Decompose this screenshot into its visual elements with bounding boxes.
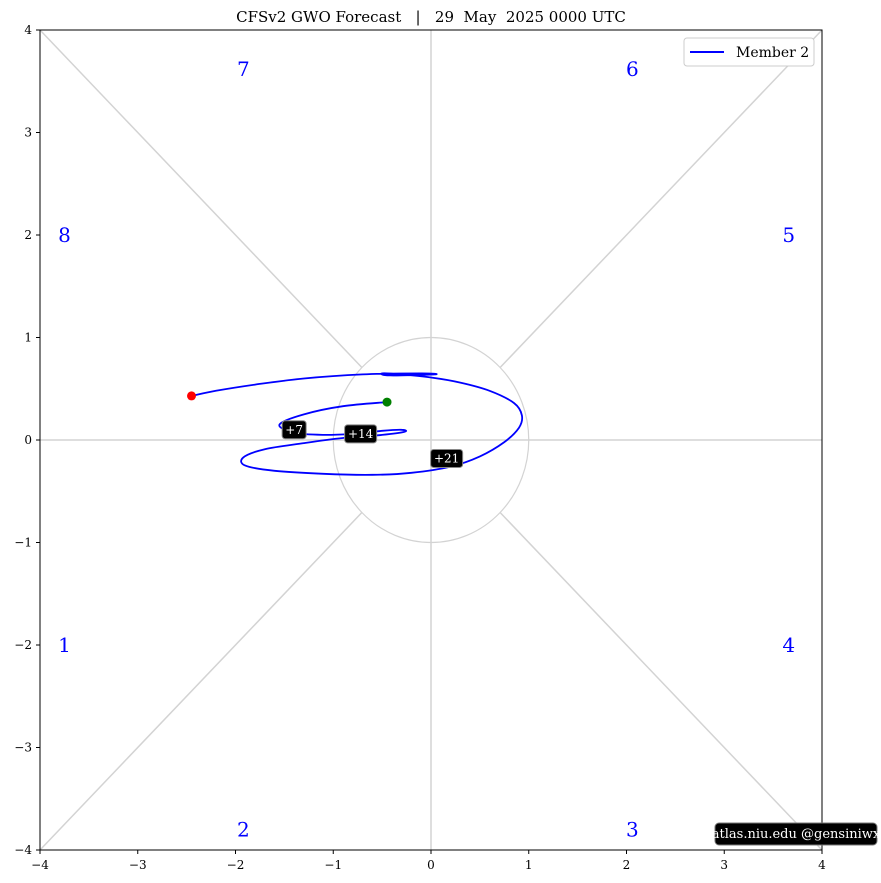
day-marker-badge: +7	[281, 420, 307, 440]
plot-axes: −4 −3 −2 −1 0 1 2 3 4 −4 −3 −2 −1 0 1 2 3 4	[14, 23, 826, 872]
phase-label-6: 6	[626, 57, 639, 81]
y-tick-label: −2	[14, 638, 32, 652]
phase-label-5: 5	[782, 223, 795, 247]
legend-box	[683, 37, 815, 67]
day-marker-badge: +14	[344, 424, 378, 444]
credit-box	[714, 822, 878, 846]
chart-title: CFSv2 GWO Forecast | 29 May 2025 0000 UT…	[236, 8, 626, 26]
diagonal-line-3	[499, 511, 823, 851]
day-marker-label: +7	[285, 423, 303, 437]
series-line-member-2	[191, 372, 524, 476]
credit-badge: atlas.niu.edu @gensiniwx	[712, 822, 881, 846]
end-point-marker	[187, 391, 197, 401]
x-tick-label: −1	[324, 858, 342, 872]
day-markers: +7 +14 +21	[281, 420, 464, 468]
y-tick-label: 3	[24, 126, 32, 140]
y-tick-label: −4	[14, 843, 32, 857]
x-tick-label: 2	[623, 858, 631, 872]
day-marker-box	[344, 424, 378, 444]
phase-label-1: 1	[58, 633, 71, 657]
diagonal-line-2	[39, 29, 363, 369]
phase-guide-lines	[39, 29, 823, 851]
day-marker-box	[430, 448, 464, 468]
day-marker-label: +21	[434, 451, 459, 465]
x-tick-label: 3	[720, 858, 728, 872]
y-tick-label: −3	[14, 741, 32, 755]
diagonal-line-4	[39, 511, 363, 851]
phase-label-2: 2	[237, 818, 250, 842]
forecast-trajectory	[187, 372, 524, 476]
day-marker-badge: +21	[430, 448, 464, 468]
x-tick-label: 1	[525, 858, 533, 872]
x-tick-label: −3	[129, 858, 147, 872]
start-point-marker	[382, 397, 392, 407]
phase-label-8: 8	[58, 223, 71, 247]
y-tick-label: 0	[24, 433, 32, 447]
phase-label-3: 3	[626, 818, 639, 842]
legend-label: Member 2	[736, 45, 809, 61]
phase-label-4: 4	[782, 633, 795, 657]
x-tick-label: 0	[427, 858, 435, 872]
legend: Member 2	[683, 37, 815, 67]
day-marker-box	[281, 420, 307, 440]
y-tick-label: −1	[14, 536, 32, 550]
diagonal-line-1	[499, 29, 823, 369]
x-tick-label: 4	[818, 858, 826, 872]
credit-text: atlas.niu.edu @gensiniwx	[712, 827, 881, 842]
x-tick-label: −2	[227, 858, 245, 872]
phase-labels: 1 2 3 4 5 6 7 8	[58, 57, 795, 842]
day-marker-label: +14	[348, 427, 374, 441]
y-tick-label: 1	[24, 331, 32, 345]
y-tick-label: 4	[24, 23, 32, 37]
x-tick-label: −4	[31, 858, 49, 872]
y-tick-label: 2	[24, 228, 32, 242]
phase-label-7: 7	[237, 57, 250, 81]
